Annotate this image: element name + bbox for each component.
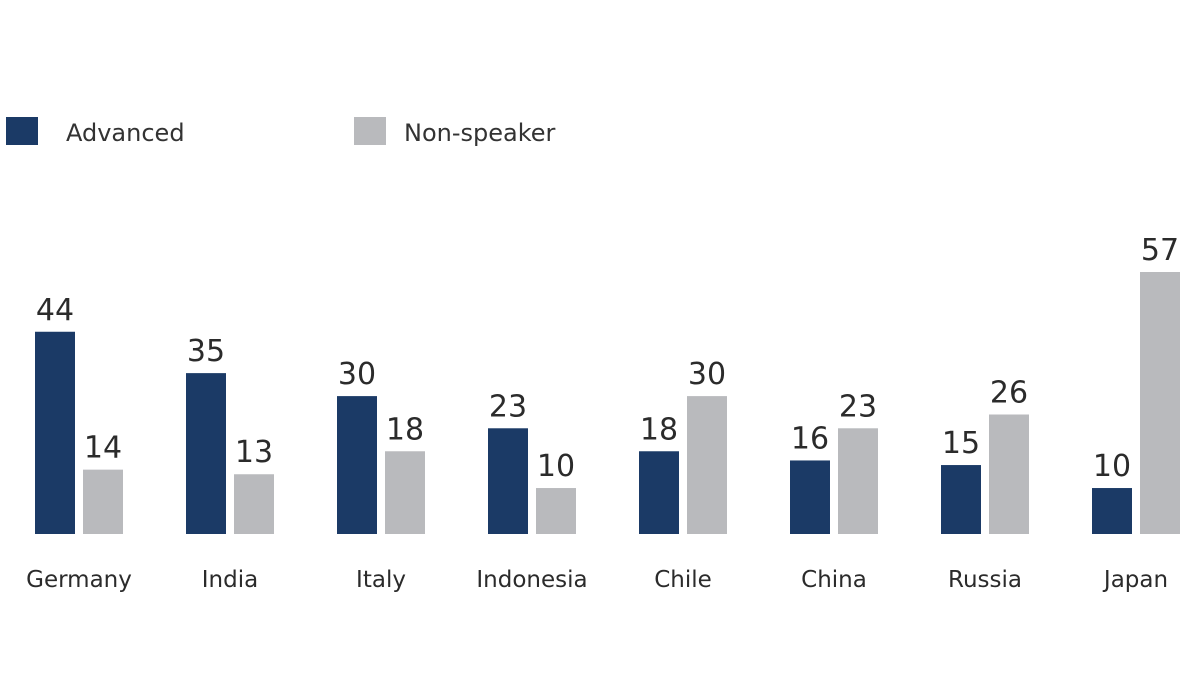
legend: Advanced Non-speaker: [6, 117, 556, 147]
category-label-germany: Germany: [26, 567, 132, 593]
bar-russia-advanced: [941, 465, 981, 534]
value-label-india-non-speaker: 13: [235, 435, 273, 470]
value-label-italy-non-speaker: 18: [386, 412, 424, 447]
bar-indonesia-non-speaker: [536, 488, 576, 534]
legend-swatch-non-speaker: [354, 117, 386, 145]
value-label-indonesia-advanced: 23: [489, 389, 527, 424]
bar-china-advanced: [790, 460, 830, 534]
category-label-indonesia: Indonesia: [476, 567, 587, 593]
value-label-japan-non-speaker: 57: [1141, 233, 1179, 268]
value-label-chile-non-speaker: 30: [688, 357, 726, 392]
bar-china-non-speaker: [838, 428, 878, 534]
value-label-china-advanced: 16: [791, 421, 829, 456]
bar-india-non-speaker: [234, 474, 274, 534]
bar-chile-non-speaker: [687, 396, 727, 534]
bar-germany-advanced: [35, 331, 75, 534]
bar-japan-advanced: [1092, 488, 1132, 534]
value-label-chile-advanced: 18: [640, 412, 678, 447]
bar-russia-non-speaker: [989, 414, 1029, 534]
category-label-russia: Russia: [948, 567, 1022, 593]
category-label-india: India: [202, 567, 258, 593]
value-label-china-non-speaker: 23: [839, 389, 877, 424]
legend-label-non-speaker: Non-speaker: [404, 119, 556, 147]
bar-italy-advanced: [337, 396, 377, 534]
category-label-italy: Italy: [356, 567, 406, 593]
legend-swatch-advanced: [6, 117, 38, 145]
value-label-germany-non-speaker: 14: [84, 431, 122, 466]
value-label-japan-advanced: 10: [1093, 449, 1131, 484]
bar-indonesia-advanced: [488, 428, 528, 534]
value-label-italy-advanced: 30: [338, 357, 376, 392]
value-labels: 44 14 35 13 30 18 23 10 18 30 16 23 15 26 10 57: [36, 233, 1179, 484]
value-label-russia-advanced: 15: [942, 426, 980, 461]
bar-italy-non-speaker: [385, 451, 425, 534]
category-label-japan: Japan: [1102, 567, 1168, 593]
bars: [35, 272, 1180, 534]
legend-label-advanced: Advanced: [66, 119, 185, 147]
bar-japan-non-speaker: [1140, 272, 1180, 534]
value-label-germany-advanced: 44: [36, 293, 74, 328]
bar-india-advanced: [186, 373, 226, 534]
value-label-russia-non-speaker: 26: [990, 375, 1028, 410]
value-label-india-advanced: 35: [187, 334, 225, 369]
bar-germany-non-speaker: [83, 469, 123, 534]
category-labels: Germany India Italy Indonesia Chile China Russ…: [26, 567, 1168, 593]
category-label-china: China: [801, 567, 867, 593]
bar-chile-advanced: [639, 451, 679, 534]
category-label-chile: Chile: [654, 567, 712, 593]
value-label-indonesia-non-speaker: 10: [537, 449, 575, 484]
